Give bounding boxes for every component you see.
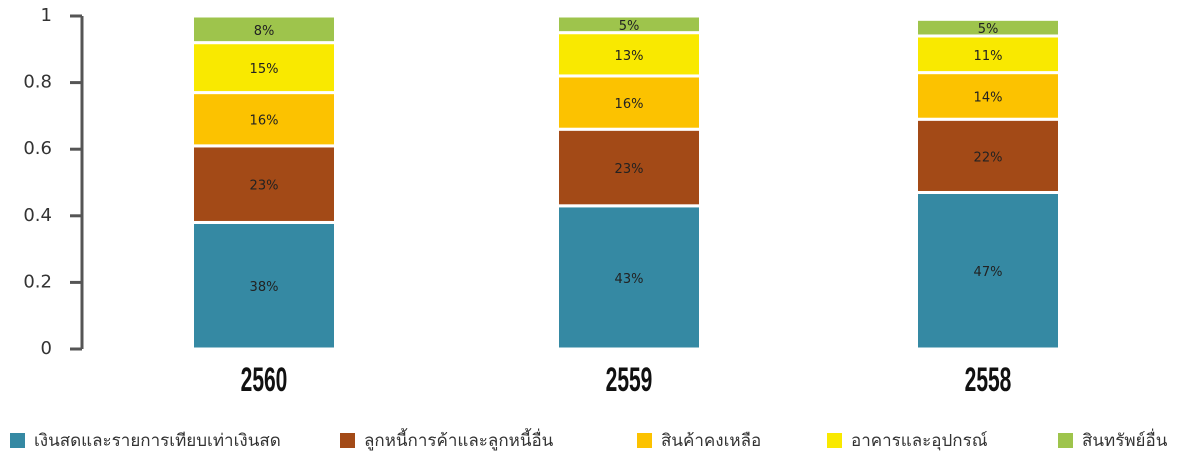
y-tick-label: 0.6 — [23, 138, 52, 159]
bar-segment — [915, 17, 1061, 38]
bar-segment — [556, 204, 702, 351]
value-label: 8% — [254, 24, 275, 39]
value-label: 15% — [250, 62, 279, 77]
x-tick-label: 2560 — [241, 361, 288, 400]
value-label: 47% — [974, 265, 1003, 280]
value-label: 16% — [615, 97, 644, 112]
bar-segment — [915, 190, 1061, 351]
x-tick-label: 2558 — [965, 361, 1012, 400]
y-tick-label: 0.8 — [23, 72, 52, 93]
value-label: 38% — [250, 280, 279, 295]
bar-segment — [556, 127, 702, 208]
bar-segment — [191, 14, 337, 45]
bar-segment — [191, 41, 337, 95]
value-label: 5% — [619, 19, 640, 34]
legend-label: ลูกหนี้การค้าและลูกหนี้อื่น — [364, 428, 554, 451]
legend-swatch — [827, 433, 842, 448]
value-label: 13% — [615, 49, 644, 64]
legend-swatch — [637, 433, 652, 448]
bar-segment — [915, 117, 1061, 194]
y-tick-label: 1 — [41, 5, 52, 26]
value-label: 23% — [250, 179, 279, 194]
bar-segment — [191, 220, 337, 351]
bar-segment — [556, 74, 702, 131]
x-tick-label: 2559 — [606, 361, 653, 400]
legend-swatch — [1058, 433, 1073, 448]
legend-label: เงินสดและรายการเทียบเท่าเงินสด — [34, 431, 281, 451]
bar-segment — [556, 14, 702, 35]
bar-segment — [556, 31, 702, 78]
value-label: 43% — [615, 272, 644, 287]
legend-label: สินทรัพย์อื่น — [1082, 428, 1168, 451]
y-tick-label: 0.4 — [23, 205, 52, 226]
bar-segment — [191, 144, 337, 224]
value-label: 14% — [974, 90, 1003, 105]
value-label: 11% — [974, 49, 1003, 64]
bar-segment — [915, 34, 1061, 75]
legend-label: สินค้าคงเหลือ — [661, 431, 761, 451]
bar-segment — [915, 71, 1061, 121]
bar-segment — [191, 91, 337, 148]
value-label: 5% — [978, 22, 999, 37]
value-label: 16% — [250, 114, 279, 129]
legend-label: อาคารและอุปกรณ์ — [851, 431, 988, 451]
y-tick-label: 0.2 — [23, 271, 52, 292]
value-label: 23% — [615, 162, 644, 177]
y-tick-label: 0 — [41, 338, 52, 359]
legend-swatch — [340, 433, 355, 448]
value-label: 22% — [974, 150, 1003, 165]
legend-swatch — [10, 433, 25, 448]
